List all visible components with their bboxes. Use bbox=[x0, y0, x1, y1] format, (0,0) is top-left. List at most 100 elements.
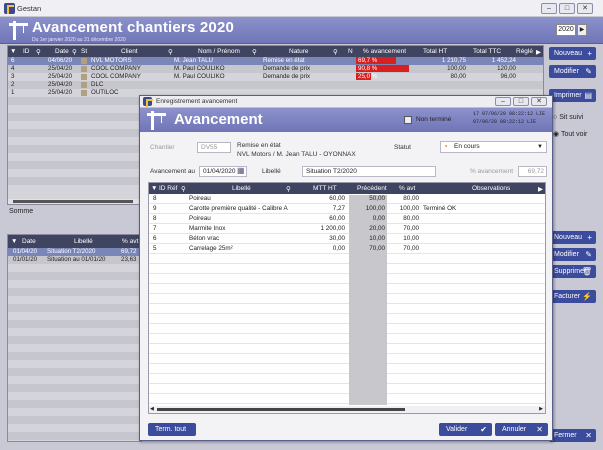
col-mtt-ht[interactable]: MTT HT bbox=[313, 185, 337, 192]
table-row[interactable] bbox=[8, 280, 141, 288]
row-pct-avt[interactable]: 100,00 bbox=[399, 205, 419, 212]
col-observations[interactable]: Observations bbox=[472, 185, 511, 192]
close-icon[interactable]: ✕ bbox=[577, 3, 593, 14]
modifier-button[interactable]: Modifier ✎ bbox=[549, 65, 596, 78]
table-row[interactable] bbox=[149, 314, 545, 325]
table-row[interactable]: 8 Poireau 60,00 0,00 80,00 bbox=[149, 214, 545, 225]
minimize-icon[interactable]: – bbox=[495, 97, 511, 106]
table-row[interactable]: 9 Carotte première qualité - Calibre A 7,2… bbox=[149, 204, 545, 215]
table-row[interactable] bbox=[8, 400, 141, 408]
table-row[interactable] bbox=[149, 274, 545, 285]
col-libelle[interactable]: Libellé bbox=[74, 238, 93, 245]
row-pct-avt[interactable]: 70,00 bbox=[403, 245, 419, 252]
table-row[interactable] bbox=[8, 392, 141, 400]
col-nature[interactable]: Nature bbox=[289, 48, 309, 55]
table-row[interactable] bbox=[149, 324, 545, 335]
row-observations[interactable]: Terminé OK bbox=[423, 205, 457, 212]
maximize-icon[interactable]: □ bbox=[513, 97, 529, 106]
col-nom[interactable]: Nom / Prénom bbox=[198, 48, 240, 55]
table-row[interactable]: 01/01/20 Situation au 01/01/20 23,63 bbox=[8, 256, 141, 264]
col-date[interactable]: Date bbox=[55, 48, 69, 55]
search-icon[interactable]: ⚲ bbox=[286, 186, 291, 193]
table-row[interactable] bbox=[8, 296, 141, 304]
avancement-au-field[interactable]: 01/04/2020 bbox=[199, 166, 247, 177]
table-row[interactable] bbox=[149, 264, 545, 275]
table-row[interactable] bbox=[8, 288, 141, 296]
chantier-code-field[interactable]: DV55 bbox=[197, 142, 231, 153]
minimize-icon[interactable]: – bbox=[541, 3, 557, 14]
sort-icon[interactable]: ▼ bbox=[151, 185, 158, 192]
table-row[interactable] bbox=[149, 354, 545, 365]
search-icon[interactable]: ⚲ bbox=[36, 49, 41, 56]
table-row[interactable] bbox=[8, 304, 141, 312]
table-row[interactable]: 6 Béton vrac 30,00 10,00 10,00 bbox=[149, 234, 545, 245]
table-row[interactable] bbox=[8, 336, 141, 344]
annuler-button[interactable]: Annuler ✕ bbox=[495, 423, 548, 436]
table-row[interactable] bbox=[149, 254, 545, 265]
table-row[interactable] bbox=[149, 304, 545, 315]
maximize-icon[interactable]: □ bbox=[559, 3, 575, 14]
col-n[interactable]: N bbox=[348, 48, 353, 55]
col-ttc[interactable]: Total TTC bbox=[473, 48, 502, 55]
row-pct-avt[interactable]: 80,00 bbox=[403, 215, 419, 222]
non-termine-checkbox[interactable] bbox=[404, 116, 412, 124]
col-pct-avt[interactable]: % avt bbox=[399, 185, 416, 192]
row-pct-avt[interactable]: 80,00 bbox=[403, 195, 419, 202]
table-row[interactable] bbox=[149, 334, 545, 345]
table-row[interactable] bbox=[149, 364, 545, 375]
col-precedent[interactable]: Précédent bbox=[357, 185, 387, 192]
table-row[interactable] bbox=[8, 328, 141, 336]
table-row[interactable] bbox=[8, 272, 141, 280]
col-pct[interactable]: % avancement bbox=[363, 48, 406, 55]
search-icon[interactable]: ⚲ bbox=[72, 49, 77, 56]
supprimer-button[interactable]: Supprimer 🗑 bbox=[549, 265, 596, 278]
col-id-ref[interactable]: ID Réf bbox=[159, 185, 178, 192]
calendar-icon[interactable]: ▦ bbox=[237, 166, 245, 175]
pct-avancement-field[interactable]: 69,72 bbox=[518, 166, 547, 177]
table-row[interactable] bbox=[149, 374, 545, 385]
search-icon[interactable]: ⚲ bbox=[333, 49, 338, 56]
facturer-button[interactable]: Facturer ⚡ bbox=[549, 290, 596, 303]
scroll-right-icon[interactable]: ▶ bbox=[536, 49, 541, 56]
chevron-down-icon[interactable]: ▼ bbox=[537, 144, 543, 150]
table-row[interactable] bbox=[149, 344, 545, 355]
term-tout-button[interactable]: Term. tout bbox=[148, 423, 196, 436]
table-row[interactable]: 4 25/04/20 COOL COMPANY M. Paul COULIKO Dema… bbox=[8, 65, 543, 73]
table-row[interactable]: 5 Carrelage 25m² 0,00 70,00 70,00 bbox=[149, 244, 545, 255]
col-pct[interactable]: % avt bbox=[122, 238, 139, 245]
table-row[interactable] bbox=[8, 384, 141, 392]
search-icon[interactable]: ⚲ bbox=[168, 49, 173, 56]
table-row[interactable] bbox=[8, 368, 141, 376]
table-row[interactable] bbox=[8, 416, 141, 424]
table-row[interactable]: 3 25/04/20 COOL COMPANY M. Paul COULIKO Dema… bbox=[8, 73, 543, 81]
table-row[interactable] bbox=[8, 424, 141, 432]
table-row[interactable]: 7 Marmite Inox 1 200,00 20,00 70,00 bbox=[149, 224, 545, 235]
col-regle[interactable]: Réglé bbox=[516, 48, 533, 55]
col-ht[interactable]: Total HT bbox=[423, 48, 448, 55]
nouveau-sub-button[interactable]: Nouveau + bbox=[549, 231, 596, 244]
row-pct-avt[interactable]: 10,00 bbox=[403, 235, 419, 242]
table-row[interactable] bbox=[8, 264, 141, 272]
col-date[interactable]: Date bbox=[22, 238, 36, 245]
year-field[interactable]: 2020 bbox=[556, 24, 576, 36]
table-row[interactable] bbox=[149, 394, 545, 405]
detail-grid-scrollbar[interactable]: ◀ ▶ bbox=[149, 406, 545, 413]
sort-icon[interactable]: ▼ bbox=[11, 238, 18, 245]
nouveau-button[interactable]: Nouveau + bbox=[549, 47, 596, 60]
table-row[interactable]: 8 Poireau 60,00 50,00 80,00 bbox=[149, 194, 545, 205]
table-row[interactable]: 1 25/04/20 OUTILOC bbox=[8, 89, 543, 97]
table-row[interactable] bbox=[8, 344, 141, 352]
col-id[interactable]: ID bbox=[23, 48, 30, 55]
libelle-field[interactable]: Situation T2/2020 bbox=[302, 166, 436, 177]
table-row[interactable] bbox=[149, 294, 545, 305]
table-row[interactable] bbox=[8, 408, 141, 416]
radio-tout-voir[interactable]: ◉ Tout voir bbox=[553, 131, 588, 138]
year-next-icon[interactable]: ▶ bbox=[577, 24, 587, 36]
close-icon[interactable]: ✕ bbox=[531, 97, 547, 106]
table-row[interactable] bbox=[8, 352, 141, 360]
search-icon[interactable]: ⚲ bbox=[252, 49, 257, 56]
row-pct-avt[interactable]: 70,00 bbox=[403, 225, 419, 232]
valider-button[interactable]: Valider ✔ bbox=[439, 423, 492, 436]
table-row[interactable] bbox=[149, 284, 545, 295]
table-row[interactable]: 2 25/04/20 DLC bbox=[8, 81, 543, 89]
